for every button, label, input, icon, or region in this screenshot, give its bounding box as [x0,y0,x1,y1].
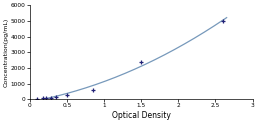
Y-axis label: Concentration(pg/mL): Concentration(pg/mL) [3,18,9,87]
X-axis label: Optical Density: Optical Density [112,111,171,120]
